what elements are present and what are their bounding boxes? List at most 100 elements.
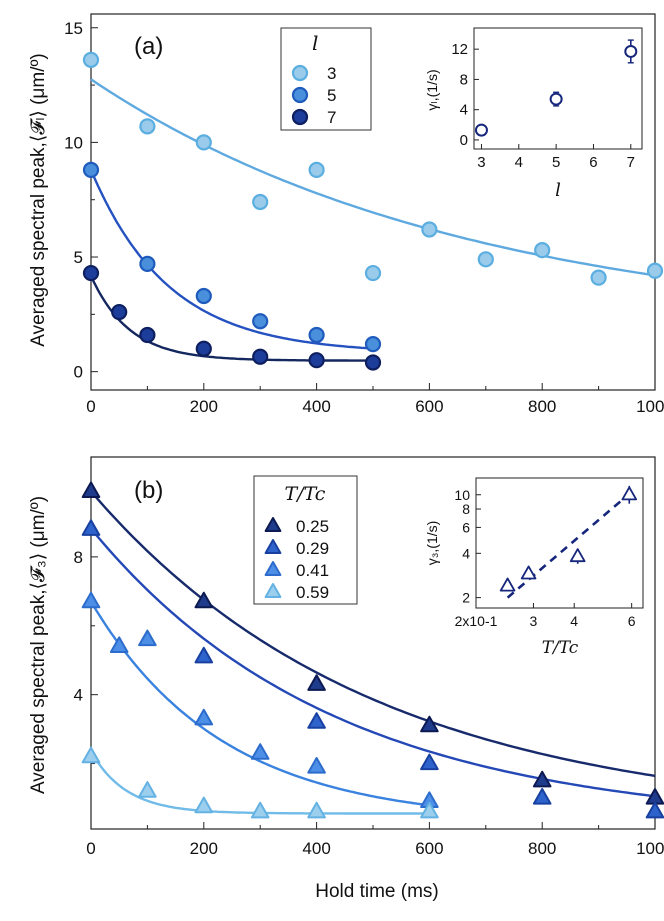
panel-b-legend-marker-0.41 <box>264 561 282 576</box>
panel-a-inset-box <box>451 28 643 176</box>
panel-b-legend-marker-0.29 <box>264 539 282 554</box>
panel-b-inset-point <box>569 548 586 563</box>
panel-a-point-l5 <box>82 161 100 179</box>
panel-b-point-0.59 <box>420 801 439 819</box>
panel-a-point-l3 <box>534 242 551 259</box>
panel-b-inset-y-tick-label: 8 <box>462 501 470 517</box>
panel-a-point-l7 <box>195 340 212 357</box>
panel-a-point-l7 <box>111 303 128 321</box>
panel-a-inset-point <box>474 123 488 137</box>
panel-b-inset-x-tick-label: 4 <box>570 613 578 629</box>
panel-a-inset-xlabel: l <box>555 180 561 201</box>
panel-b-point-0.25 <box>81 481 101 498</box>
panel-b-inset-point <box>621 486 638 501</box>
panel-b-inset-x-tick-label: 6 <box>628 613 636 629</box>
panel-b-fit-line-0.41 <box>89 601 430 807</box>
panel-a-point-l3 <box>646 262 664 279</box>
panel-b-inset-x-tick-label: 2x10-1 <box>455 613 498 629</box>
panel-a-inset-x-tick-label: 6 <box>589 154 597 171</box>
panel-b-x-tick-label: 400 <box>302 839 330 858</box>
panel-a-ylabel: Averaged spectral peak,⟨𝓕ₗ⟩ (μm/º) <box>28 53 49 346</box>
panel-b-x-tick-label: 600 <box>415 839 443 858</box>
panel-a-fit-line-3 <box>90 78 656 277</box>
panel-a-legend-label-5: 5 <box>327 86 336 105</box>
x-axis-label: Hold time (ms) <box>315 881 439 902</box>
panel-a-inset-marks: 3 4 5 6 7 0 4 8 12 <box>451 39 638 171</box>
panel-a-legend-marker-7 <box>291 108 309 126</box>
panel-a-legend-label-7: 7 <box>327 108 336 127</box>
panel-b-x-tick-label: 800 <box>528 839 556 858</box>
panel-b-x-tick-label: 200 <box>190 839 218 858</box>
panel-b-legend-label-0.41: 0.41 <box>296 561 329 580</box>
panel-a-legend-marker-5 <box>291 86 309 104</box>
panel-a-inset-y-tick-label: 4 <box>460 102 468 119</box>
panel-a-legend-items: 3 5 7 <box>291 64 336 127</box>
panel-b-point-0.29 <box>194 646 214 664</box>
panel-a-inset-y-tick-label: 0 <box>460 132 468 149</box>
panel-b-y-tick-label: 4 <box>74 686 83 705</box>
panel-b-legend-label-0.25: 0.25 <box>296 517 329 536</box>
panel-b-inset-plot-area <box>475 477 644 609</box>
panel-a-fit-line-7 <box>89 275 373 362</box>
panel-a-point-l3 <box>308 161 325 179</box>
panel-b-point-0.25 <box>307 674 326 691</box>
panel-b-ylabel: Averaged spectral peak,⟨𝓕₃⟩ (μm/º) <box>28 496 49 794</box>
panel-a-inset-ylabel-group: γₗ,(1/s) <box>424 69 440 110</box>
panel-b-point-0.25 <box>532 770 552 788</box>
panel-a-point-l3 <box>477 251 494 268</box>
panel-a-point-l3 <box>590 269 607 286</box>
panel-a-x-tick-label: 400 <box>302 397 330 416</box>
panel-b-inset-point <box>499 577 516 592</box>
panel-a-inset-point <box>549 92 563 106</box>
panel-a-point-l3 <box>195 134 212 151</box>
panel-a-x-tick-label: 0 <box>86 397 95 416</box>
panel-b-point-0.29 <box>420 753 439 771</box>
panel-b-point-0.29 <box>307 712 326 729</box>
panel-a-point-l5 <box>364 336 382 353</box>
panel-b-inset-marks: 2x10-1 3 4 6 2 4 6 810 <box>454 485 638 629</box>
panel-b-x-tick-label: 0 <box>86 839 95 858</box>
panel-a-point-l3 <box>82 51 100 68</box>
panel-a-point-l5 <box>252 313 269 330</box>
panel-b-point-0.41 <box>250 743 270 760</box>
panel-a-point-l3 <box>252 193 269 211</box>
panel-a-point-l3 <box>364 264 382 282</box>
panel-a-point-l3 <box>421 221 438 238</box>
panel-a-x-tick-label: 200 <box>190 397 218 416</box>
panel-a-inset-x-tick-label: 4 <box>515 154 523 171</box>
panel-b-inset-point <box>520 565 537 580</box>
panel-b-legend-title: T/Tc <box>285 483 326 505</box>
panel-b-point-0.59 <box>250 801 270 819</box>
panel-a-inset-ylabel: γₗ,(1/s) <box>424 69 440 110</box>
panel-b-inset-y-tick-label: 2 <box>462 590 470 606</box>
panel-a-legend-label-3: 3 <box>327 64 336 83</box>
panel-b-inset-box <box>429 478 643 628</box>
panel-b-legend-label-0.59: 0.59 <box>296 583 329 602</box>
panel-a-inset-y-tick-label: 12 <box>451 41 468 58</box>
panel-b-legend-items: 0.25 0.29 0.41 0.59 <box>264 517 329 602</box>
panel-b-point-0.29 <box>532 788 552 805</box>
panel-a-point-l7 <box>252 348 269 365</box>
panel-a-legend-marker-3 <box>291 64 309 82</box>
panel-a-inset-x-tick-label: 7 <box>627 154 635 171</box>
panel-a-y-tick-label: 15 <box>64 19 83 38</box>
panel-b-point-0.29 <box>81 519 101 536</box>
panel-b-inset-xlabel: T/Tc <box>542 638 579 658</box>
panel-a-point-l7 <box>82 264 100 282</box>
panel-b-point-0.25 <box>194 591 214 609</box>
panel-b-legend-label-0.29: 0.29 <box>296 539 329 558</box>
panel-a-point-l7 <box>364 354 382 371</box>
panel-a-legend-title: l <box>312 31 318 55</box>
panel-b-point-0.41 <box>194 708 214 726</box>
panel-a-y-tick-label: 0 <box>74 363 83 382</box>
panel-b-point-0.41 <box>138 629 157 647</box>
panel-b-inset-ylabel-group: γ₃,(1/s) <box>424 521 440 566</box>
panel-b-y-tick-label: 8 <box>74 548 83 567</box>
panel-a-point-l3 <box>139 118 156 135</box>
panel-b-inset-y-tick-label: 10 <box>454 487 470 503</box>
panel-a-y-tick-label: 10 <box>64 133 83 152</box>
panel-a-point-l5 <box>195 287 212 305</box>
